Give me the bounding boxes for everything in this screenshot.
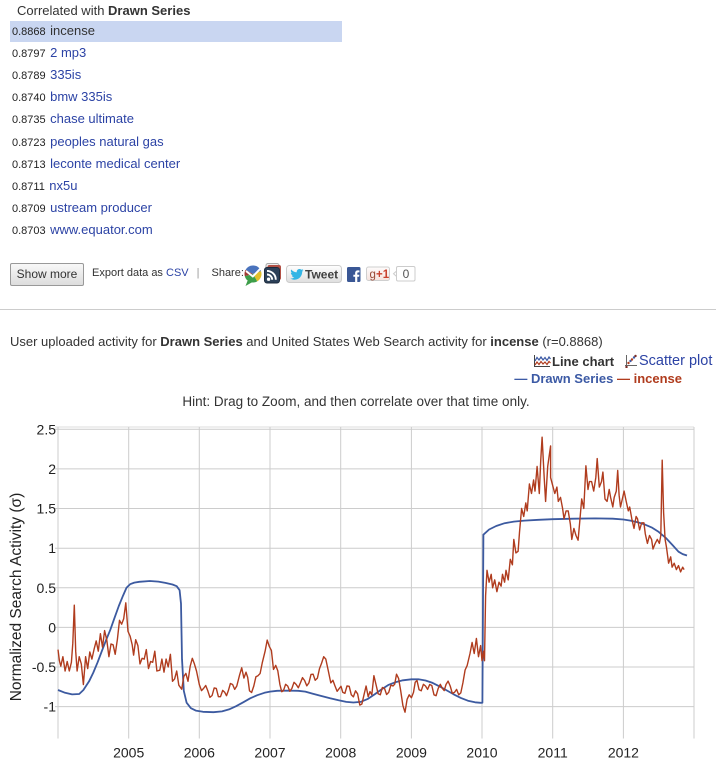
svg-text:2010: 2010 — [466, 745, 497, 761]
svg-text:2007: 2007 — [254, 745, 285, 761]
svg-text:g: g — [370, 269, 376, 281]
svg-text:2006: 2006 — [184, 745, 215, 761]
svg-text:2012: 2012 — [608, 745, 639, 761]
svg-text:0: 0 — [48, 619, 56, 635]
svg-text:-0.5: -0.5 — [32, 659, 56, 675]
svg-text:1: 1 — [48, 540, 56, 556]
svg-text:0: 0 — [403, 267, 410, 281]
svg-text:Tweet: Tweet — [305, 268, 338, 282]
svg-text:2: 2 — [48, 461, 56, 477]
svg-text:2009: 2009 — [396, 745, 427, 761]
svg-text:2005: 2005 — [113, 745, 144, 761]
svg-text:2.5: 2.5 — [37, 421, 57, 437]
svg-text:Normalized Search Activity (σ): Normalized Search Activity (σ) — [8, 493, 25, 702]
svg-text:+1: +1 — [376, 269, 390, 281]
svg-text:-1: -1 — [44, 699, 57, 715]
svg-text:2008: 2008 — [325, 745, 356, 761]
svg-text:2011: 2011 — [538, 745, 568, 761]
svg-text:0.5: 0.5 — [37, 580, 57, 596]
svg-text:1.5: 1.5 — [37, 501, 57, 517]
